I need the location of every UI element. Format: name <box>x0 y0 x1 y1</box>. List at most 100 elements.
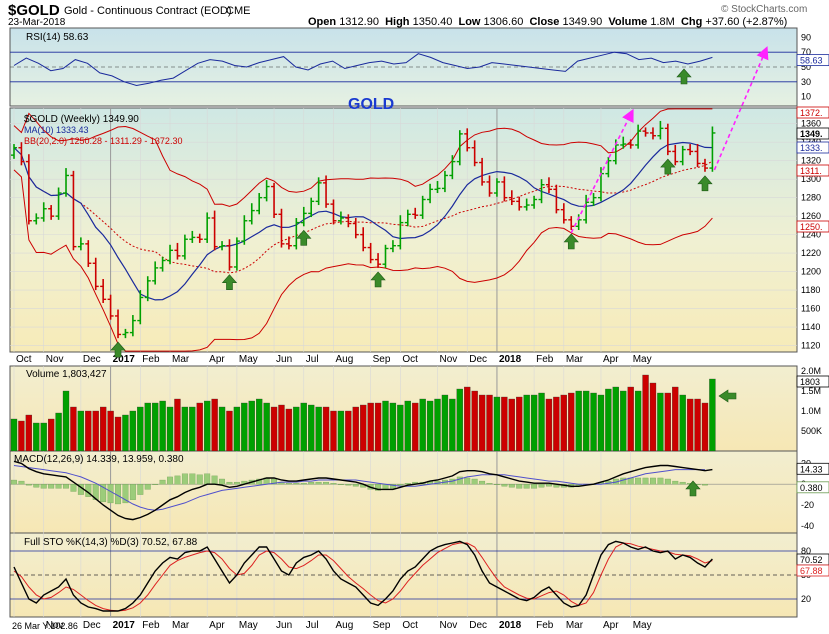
price-bar <box>107 294 114 320</box>
volume-bar <box>597 394 605 452</box>
stochastic-tick-label: 80 <box>801 546 811 556</box>
macd-histogram-bar <box>404 483 411 485</box>
price-bar <box>263 180 270 202</box>
volume-bar <box>657 392 664 452</box>
green-up-arrow <box>660 158 676 175</box>
volume-bar <box>434 398 441 452</box>
macd-histogram-bar <box>546 484 552 487</box>
price-bar <box>389 240 396 253</box>
price-bar <box>687 144 694 156</box>
macd-histogram-bar <box>107 484 114 504</box>
volume-bar <box>360 404 367 452</box>
macd-histogram-bar <box>11 479 17 485</box>
macd-histogram-bar <box>456 476 463 485</box>
volume-bar <box>530 394 538 452</box>
x-axis-label-bottom: Feb <box>536 620 554 631</box>
price-bar <box>271 182 278 218</box>
price-bar <box>375 253 382 268</box>
macd-histogram-bar <box>508 484 515 488</box>
price-bar <box>360 227 367 252</box>
volume-bar <box>114 416 122 452</box>
volume-bar <box>605 388 612 452</box>
x-axis-label: Mar <box>172 354 190 365</box>
bollinger-upper-line <box>13 108 713 207</box>
price-bar <box>642 127 649 137</box>
volume-layer <box>10 374 716 452</box>
price-tick-label: 1160 <box>801 304 820 314</box>
volume-bar <box>367 402 374 452</box>
volume-bar <box>664 392 671 452</box>
macd-histogram-bar <box>308 481 315 485</box>
price-bar <box>471 140 478 167</box>
bottom-readout: 26 Mar Y:102.86 <box>12 621 78 631</box>
macd-histogram-bar <box>25 484 32 486</box>
macd-histogram-bar <box>315 481 322 485</box>
x-axis-label: 2018 <box>499 354 522 365</box>
price-bar <box>92 257 99 291</box>
volume-bar <box>553 396 560 452</box>
rsi-tick-label: 10 <box>801 92 811 102</box>
x-axis-label-bottom: May <box>633 620 652 631</box>
macd-histogram-bar <box>389 484 396 489</box>
volume-bar <box>523 394 530 452</box>
volume-bar <box>248 400 255 452</box>
macd-histogram-bar <box>18 480 25 485</box>
macd-histogram-bar <box>501 484 508 487</box>
macd-histogram-bar <box>293 483 300 485</box>
volume-bar <box>345 410 352 452</box>
macd-histogram-bar <box>189 473 196 485</box>
price-bar <box>70 170 77 251</box>
volume-bar <box>538 392 545 452</box>
green-up-arrow <box>110 341 126 358</box>
price-bar <box>679 145 686 166</box>
volume-bar <box>582 390 590 452</box>
macd-histogram-bar <box>516 484 523 489</box>
volume-bar <box>159 400 166 452</box>
volume-bar <box>679 394 686 452</box>
x-axis-label: May <box>239 354 258 365</box>
macd-tick-label: -40 <box>801 521 814 531</box>
price-bar <box>25 154 32 225</box>
x-axis-label-bottom: Oct <box>402 620 418 631</box>
macd-histogram-bar <box>159 479 166 485</box>
x-axis-label-bottom: 2017 <box>113 620 136 631</box>
macd-histogram-bar <box>464 477 471 485</box>
price-tick-label: 1140 <box>801 322 820 332</box>
price-bar <box>404 209 411 227</box>
volume-label: Volume 1,803,427 <box>26 369 107 380</box>
price-bar <box>77 237 84 251</box>
price-bar <box>397 215 404 250</box>
volume-bar <box>308 404 315 452</box>
price-bar <box>635 124 642 149</box>
price-bar <box>189 230 196 243</box>
price-tick-label: 1220 <box>801 248 821 258</box>
header-bar: $GOLD Gold - Continuous Contract (EOD) C… <box>8 1 823 29</box>
price-bar <box>219 241 226 251</box>
price-tick-label: 1120 <box>801 341 820 351</box>
volume-bar <box>77 410 85 452</box>
volume-bar <box>218 406 226 452</box>
price-legend-bb: BB(20,2.0) 1250.28 - 1311.29 - 1372.30 <box>24 136 182 146</box>
volume-tick-label: 1.5M <box>801 386 821 396</box>
price-bar <box>181 234 188 260</box>
volume-bar <box>278 404 285 452</box>
price-panel <box>9 107 798 353</box>
macd-line <box>13 460 713 521</box>
macd-histogram-bar <box>233 481 240 485</box>
close-label: Close <box>529 16 560 28</box>
price-bar <box>508 190 515 206</box>
macd-histogram-bar <box>493 484 500 485</box>
volume-bar <box>620 390 627 452</box>
macd-histogram-bar <box>531 484 538 489</box>
x-axis-label-bottom: Aug <box>335 620 353 631</box>
green-up-arrow <box>697 175 713 192</box>
macd-histogram-bar <box>538 484 545 488</box>
rsi-label: RSI(14) 58.63 <box>26 32 89 43</box>
x-axis-label: Dec <box>469 354 487 365</box>
price-tick-label: 1200 <box>801 267 821 277</box>
x-axis-label: Apr <box>603 354 619 365</box>
price-tick-label: 1240 <box>801 230 821 240</box>
volume-value: 1.8M <box>650 16 675 28</box>
price-bar <box>278 208 285 248</box>
volume-value-box <box>796 375 829 388</box>
